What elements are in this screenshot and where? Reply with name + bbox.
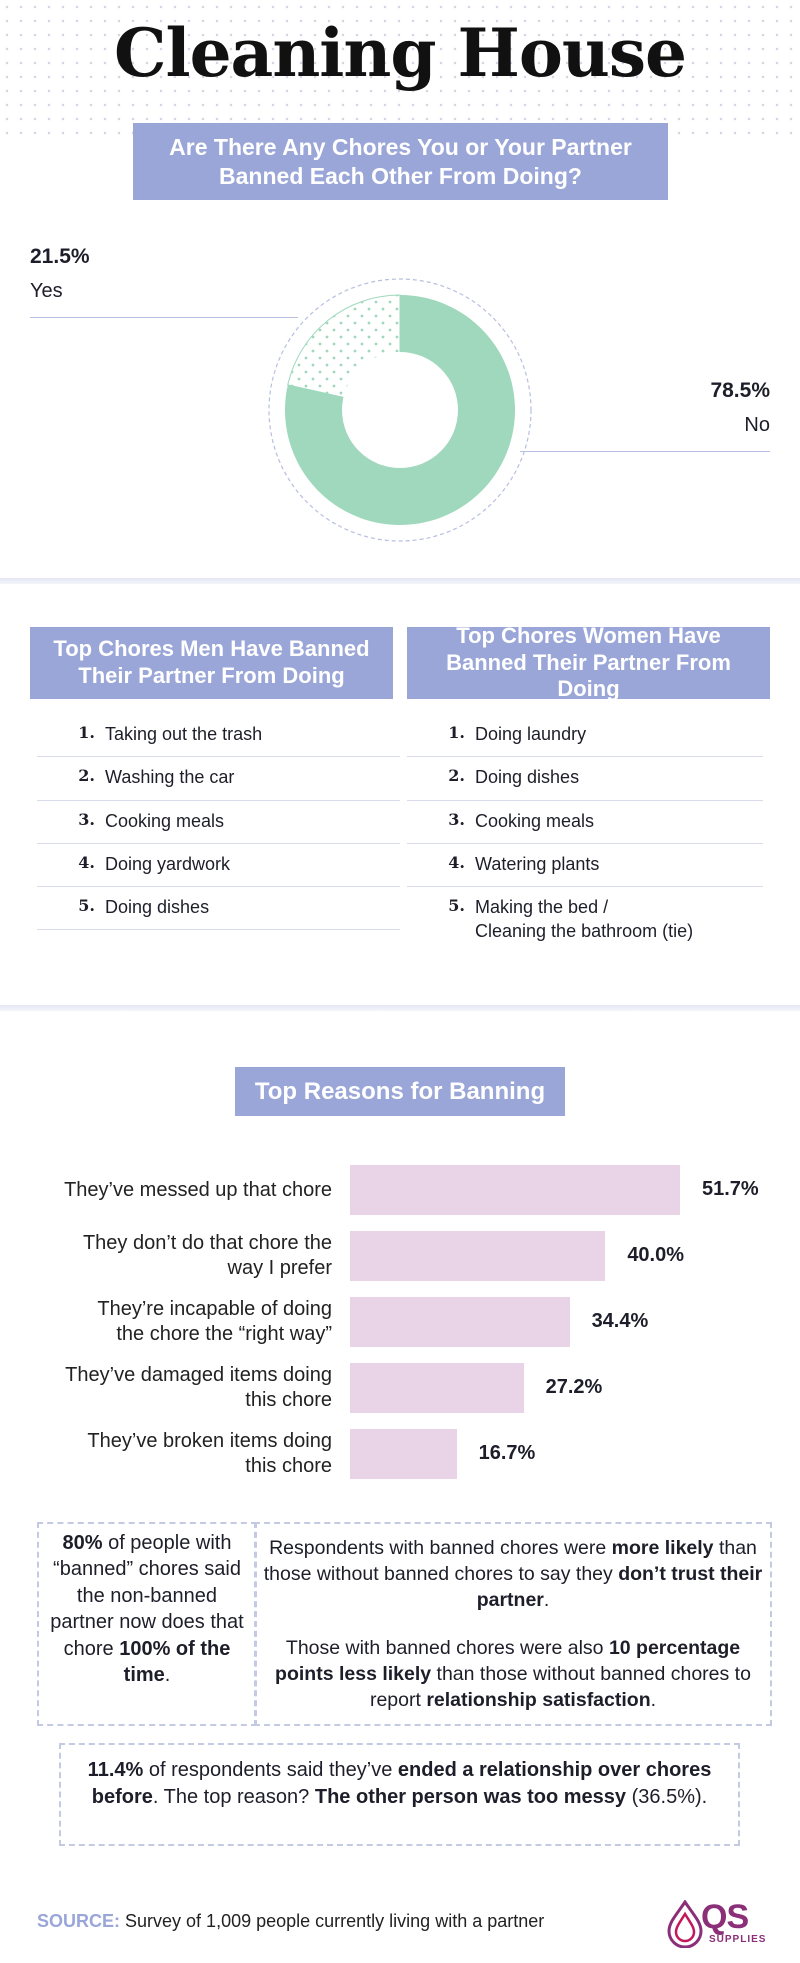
bar bbox=[350, 1165, 680, 1215]
qs-supplies-logo[interactable]: QS SUPPLIES bbox=[665, 1898, 770, 1948]
bar bbox=[350, 1231, 606, 1281]
donut-hole bbox=[342, 352, 458, 468]
yes-label: Yes bbox=[30, 280, 63, 302]
stat-satisfaction-text: Those with banned chores were also 10 pe… bbox=[275, 1636, 751, 1711]
dotted-background bbox=[0, 0, 800, 135]
stat-box-trust: 80% of people with “banned” chores said … bbox=[37, 1522, 257, 1726]
donut-chart bbox=[267, 277, 533, 543]
list-item: 2. Washing the car bbox=[37, 757, 400, 801]
stat-box-breakup: 11.4% of respondents said they’ve ended … bbox=[59, 1743, 740, 1846]
yes-percent: 21.5% bbox=[30, 245, 90, 268]
yes-leader-line bbox=[30, 317, 298, 318]
no-percent: 78.5% bbox=[710, 379, 770, 402]
men-list-title: Top Chores Men Have Banned Their Partner… bbox=[30, 627, 393, 699]
men-chores-list: 1. Taking out the trash 2. Washing the car… bbox=[37, 714, 400, 931]
list-item: 4. Watering plants bbox=[407, 844, 763, 888]
donut-outer-ring bbox=[268, 278, 532, 542]
bar-value-label: 40.0% bbox=[627, 1244, 685, 1266]
stat-trust-text: Respondents with banned chores were more… bbox=[263, 1537, 763, 1611]
bar-value-label: 27.2% bbox=[545, 1376, 603, 1398]
list-item: 3. Cooking meals bbox=[37, 801, 400, 844]
source-note: SOURCE: Survey of 1,009 people currently… bbox=[37, 1911, 545, 1931]
bar-category-label: They’ve messed up that chore bbox=[64, 1179, 332, 1201]
list-item: 1. Taking out the trash bbox=[37, 714, 400, 758]
question-banner: Are There Any Chores You or Your Partner… bbox=[133, 123, 668, 200]
bar-value-label: 51.7% bbox=[702, 1178, 759, 1200]
list-item: 3. Cooking meals bbox=[407, 801, 763, 844]
bar-category-label: They’re incapable of doing the chore the … bbox=[97, 1298, 332, 1346]
list-item: 5. Doing dishes bbox=[37, 887, 400, 931]
bar bbox=[350, 1429, 457, 1479]
bar-category-label: They’ve broken items doing this chore bbox=[87, 1430, 332, 1478]
bar-category-label: They’ve damaged items doing this chore bbox=[65, 1364, 332, 1412]
bar-category-label: They don’t do that chore the way I prefer bbox=[82, 1232, 332, 1280]
no-leader-line bbox=[520, 451, 770, 452]
stat-box-relationship: Respondents with banned chores were more… bbox=[254, 1522, 772, 1726]
section-divider bbox=[0, 1005, 800, 1011]
bar-value-label: 34.4% bbox=[591, 1310, 649, 1332]
reasons-title: Top Reasons for Banning bbox=[235, 1067, 565, 1116]
section-divider bbox=[0, 578, 800, 584]
bar bbox=[350, 1363, 524, 1413]
no-label: No bbox=[744, 414, 770, 436]
bar bbox=[350, 1297, 570, 1347]
women-chores-list: 1. Doing laundry 2. Doing dishes 3. Cooking… bbox=[407, 714, 763, 954]
list-item: 1. Doing laundry bbox=[407, 714, 763, 758]
water-drop-icon bbox=[667, 1900, 703, 1948]
list-item: 2. Doing dishes bbox=[407, 757, 763, 801]
women-list-title: Top Chores Women Have Banned Their Partn… bbox=[407, 623, 770, 701]
list-item: 5. Making the bed / Cleaning the bathroom … bbox=[448, 896, 694, 942]
page-title: Cleaning House bbox=[113, 14, 687, 92]
bar-value-label: 16.7% bbox=[478, 1442, 536, 1464]
list-item: 4. Doing yardwork bbox=[37, 844, 400, 888]
